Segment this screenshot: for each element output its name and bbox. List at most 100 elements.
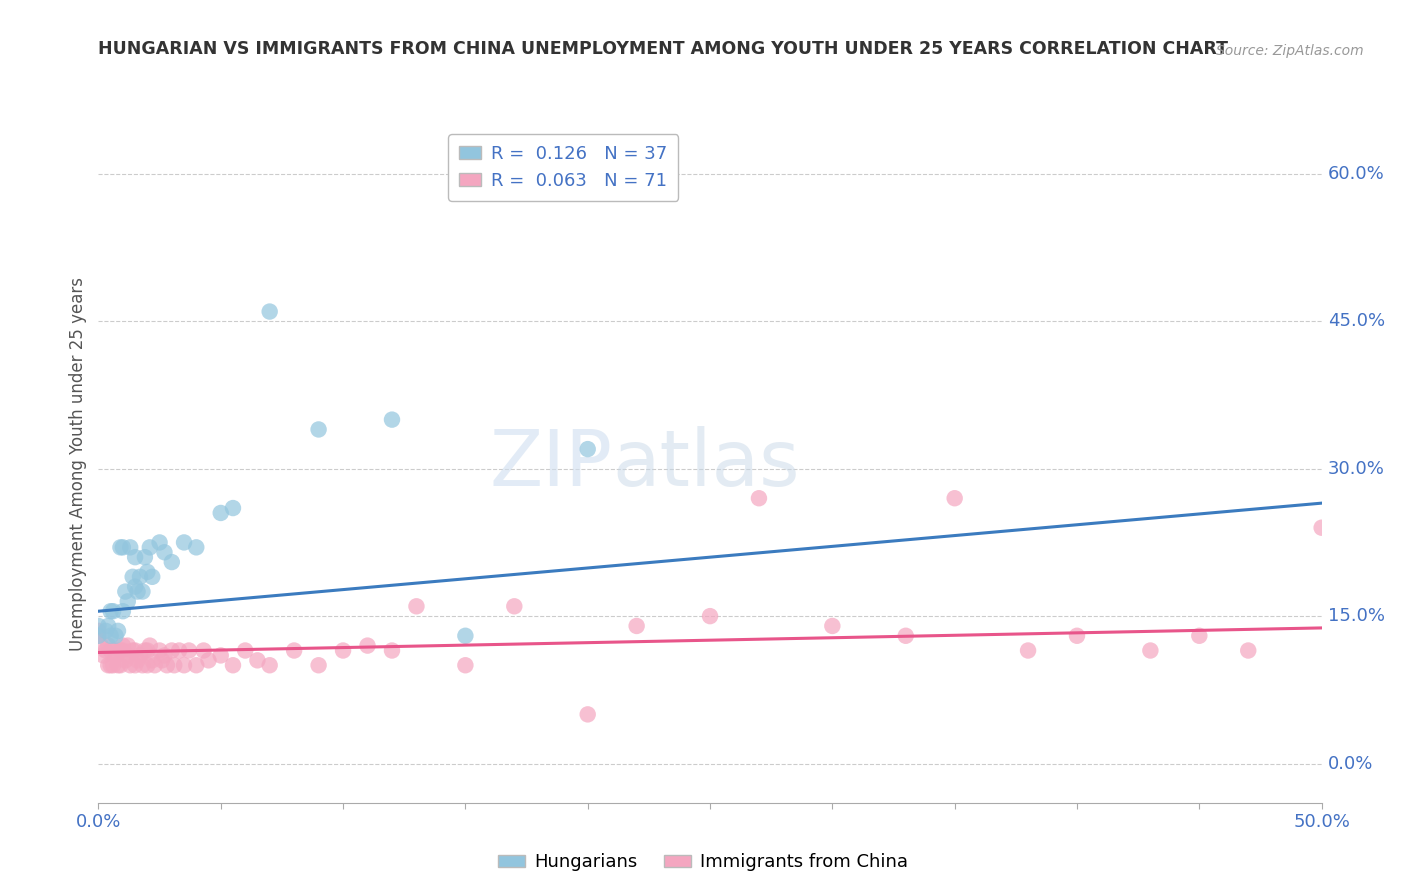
Point: [141, 570, 163, 584]
Point: [259, 658, 281, 673]
Point: [100, 643, 122, 657]
Text: ZIP: ZIP: [489, 425, 612, 502]
Point: [576, 707, 599, 722]
Point: [186, 658, 208, 673]
Point: [160, 555, 183, 569]
Point: [177, 643, 200, 657]
Point: [894, 629, 917, 643]
Point: [233, 643, 256, 657]
Point: [124, 643, 146, 657]
Point: [576, 442, 599, 456]
Point: [114, 584, 136, 599]
Text: 15.0%: 15.0%: [1327, 607, 1385, 625]
Y-axis label: Unemployment Among Youth under 25 years: Unemployment Among Youth under 25 years: [69, 277, 87, 651]
Point: [139, 639, 162, 653]
Legend: R =  0.126   N = 37, R =  0.063   N = 71: R = 0.126 N = 37, R = 0.063 N = 71: [449, 134, 679, 201]
Point: [173, 658, 195, 673]
Point: [150, 653, 173, 667]
Text: atlas: atlas: [612, 425, 800, 502]
Point: [111, 604, 134, 618]
Point: [134, 550, 156, 565]
Point: [1066, 629, 1088, 643]
Point: [110, 643, 132, 657]
Point: [626, 619, 648, 633]
Point: [259, 304, 281, 318]
Point: [87, 624, 110, 638]
Point: [197, 653, 219, 667]
Point: [110, 541, 132, 555]
Point: [821, 619, 844, 633]
Point: [100, 604, 122, 618]
Point: [136, 643, 159, 657]
Point: [405, 599, 427, 614]
Point: [97, 639, 120, 653]
Point: [107, 658, 129, 673]
Point: [97, 658, 120, 673]
Point: [222, 658, 245, 673]
Point: [1188, 629, 1211, 643]
Point: [97, 619, 120, 633]
Point: [114, 653, 136, 667]
Point: [104, 643, 127, 657]
Point: [111, 639, 134, 653]
Point: [129, 570, 152, 584]
Point: [131, 658, 153, 673]
Point: [153, 648, 176, 663]
Point: [124, 580, 146, 594]
Point: [143, 658, 166, 673]
Point: [111, 643, 134, 657]
Point: [222, 501, 245, 516]
Point: [91, 648, 114, 663]
Point: [356, 639, 378, 653]
Legend: Hungarians, Immigrants from China: Hungarians, Immigrants from China: [491, 847, 915, 879]
Point: [149, 535, 172, 549]
Point: [454, 629, 477, 643]
Point: [87, 619, 110, 633]
Point: [87, 629, 110, 643]
Point: [121, 643, 143, 657]
Point: [101, 658, 124, 673]
Point: [193, 643, 215, 657]
Point: [209, 506, 232, 520]
Point: [127, 653, 149, 667]
Point: [699, 609, 721, 624]
Point: [186, 541, 208, 555]
Point: [1139, 643, 1161, 657]
Point: [100, 658, 122, 673]
Point: [107, 624, 129, 638]
Point: [87, 629, 110, 643]
Point: [503, 599, 526, 614]
Text: HUNGARIAN VS IMMIGRANTS FROM CHINA UNEMPLOYMENT AMONG YOUTH UNDER 25 YEARS CORRE: HUNGARIAN VS IMMIGRANTS FROM CHINA UNEMP…: [98, 40, 1229, 58]
Point: [308, 422, 330, 436]
Point: [101, 604, 124, 618]
Point: [104, 648, 127, 663]
Point: [134, 643, 156, 657]
Point: [100, 629, 122, 643]
Point: [136, 658, 159, 673]
Point: [173, 535, 195, 549]
Point: [104, 629, 127, 643]
Point: [308, 658, 330, 673]
Point: [156, 658, 179, 673]
Point: [129, 648, 152, 663]
Point: [121, 570, 143, 584]
Point: [332, 643, 354, 657]
Point: [90, 639, 112, 653]
Point: [454, 658, 477, 673]
Point: [381, 643, 404, 657]
Point: [1017, 643, 1039, 657]
Point: [124, 550, 146, 565]
Text: 45.0%: 45.0%: [1327, 312, 1385, 330]
Point: [209, 648, 232, 663]
Point: [94, 624, 117, 638]
Point: [117, 639, 139, 653]
Point: [163, 658, 186, 673]
Point: [124, 658, 146, 673]
Point: [120, 541, 142, 555]
Point: [117, 594, 139, 608]
Point: [153, 545, 176, 559]
Point: [120, 658, 142, 673]
Point: [943, 491, 966, 506]
Point: [283, 643, 305, 657]
Text: 60.0%: 60.0%: [1327, 165, 1385, 183]
